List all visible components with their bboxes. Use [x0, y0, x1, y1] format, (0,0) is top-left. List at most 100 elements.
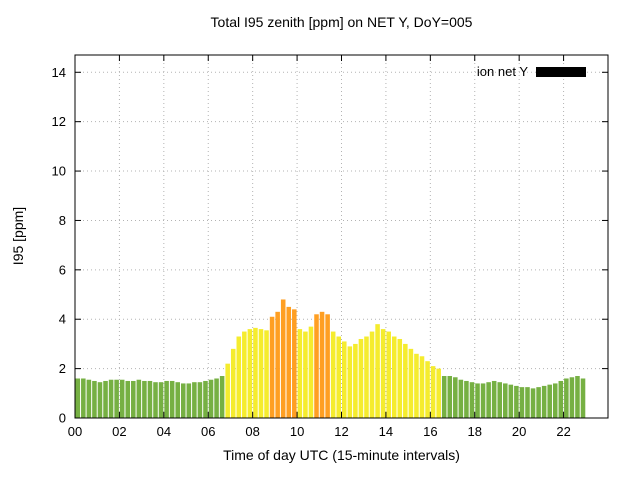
- bar: [253, 327, 258, 418]
- bar: [164, 380, 169, 418]
- bar: [558, 380, 564, 418]
- bar: [330, 331, 336, 418]
- bar: [519, 387, 525, 418]
- bar: [114, 379, 119, 418]
- bar: [303, 331, 308, 418]
- bar: [486, 382, 491, 418]
- bar: [425, 361, 430, 418]
- bar: [236, 336, 242, 418]
- y-tick-label: 2: [59, 361, 66, 376]
- bar: [503, 383, 508, 418]
- bar: [92, 380, 97, 418]
- bar: [458, 379, 464, 418]
- bar: [208, 379, 214, 418]
- bar: [552, 383, 558, 418]
- x-tick-label: 16: [423, 424, 437, 439]
- bar: [403, 343, 408, 418]
- bar: [408, 348, 414, 418]
- bar: [97, 382, 103, 418]
- bar: [136, 379, 142, 418]
- x-tick-label: 22: [556, 424, 570, 439]
- bar: [491, 380, 497, 418]
- bar: [292, 309, 297, 418]
- bar: [430, 366, 436, 418]
- bar: [336, 336, 341, 418]
- bar: [530, 388, 536, 418]
- legend-label: ion net Y: [477, 64, 528, 79]
- bar: [275, 311, 280, 418]
- bar: [247, 329, 253, 418]
- bar: [225, 363, 230, 418]
- x-tick-label: 20: [512, 424, 526, 439]
- bar: [230, 348, 236, 418]
- y-tick-label: 8: [59, 213, 66, 228]
- bar: [175, 382, 180, 418]
- y-tick-label: 10: [52, 164, 66, 179]
- bar: [536, 387, 541, 418]
- bar: [447, 376, 453, 418]
- bar: [475, 383, 480, 418]
- bar: [453, 377, 458, 418]
- x-tick-label: 06: [201, 424, 215, 439]
- bar: [169, 380, 175, 418]
- bar: [197, 382, 203, 418]
- bar: [280, 299, 286, 418]
- bar: [580, 378, 586, 418]
- y-tick-label: 0: [59, 411, 66, 426]
- bar: [297, 329, 303, 418]
- bar: [436, 368, 441, 418]
- y-tick-label: 6: [59, 262, 66, 277]
- bar: [419, 356, 425, 418]
- x-tick-label: 08: [245, 424, 259, 439]
- bar: [342, 341, 347, 418]
- y-tick-label: 4: [59, 312, 66, 327]
- bar: [108, 379, 114, 418]
- legend-swatch: [536, 67, 586, 77]
- bar: [347, 346, 353, 418]
- bar: [514, 385, 519, 418]
- bar: [153, 382, 158, 418]
- x-tick-label: 04: [157, 424, 171, 439]
- y-axis-label: I95 [ppm]: [10, 206, 26, 266]
- bar: [203, 380, 208, 418]
- bar: [353, 343, 358, 418]
- bar: [81, 378, 86, 418]
- bar: [386, 331, 391, 418]
- bar: [119, 379, 125, 418]
- bar: [131, 380, 136, 418]
- bar: [103, 380, 108, 418]
- bar: [497, 382, 503, 418]
- bar: [219, 376, 225, 418]
- bar: [242, 331, 247, 418]
- bar: [314, 314, 319, 418]
- bar: [464, 380, 469, 418]
- bar: [192, 382, 197, 418]
- bar: [375, 324, 380, 418]
- bar: [258, 329, 264, 418]
- bar: [147, 380, 153, 418]
- bar: [469, 382, 475, 418]
- bar: [158, 382, 164, 418]
- bar: [391, 336, 397, 418]
- bar: [414, 353, 419, 418]
- bar: [186, 383, 192, 418]
- bar: [86, 379, 92, 418]
- bar: [525, 387, 530, 418]
- bar: [575, 376, 580, 418]
- x-tick-label: 14: [379, 424, 393, 439]
- x-tick-label: 02: [112, 424, 126, 439]
- bar: [564, 378, 569, 418]
- x-tick-label: 18: [468, 424, 482, 439]
- bar: [547, 384, 552, 418]
- bar: [369, 331, 375, 418]
- bar: [286, 306, 292, 418]
- bar: [358, 338, 364, 418]
- x-tick-label: 10: [290, 424, 304, 439]
- bar: [480, 383, 486, 418]
- y-tick-label: 14: [52, 65, 66, 80]
- bar: [180, 383, 186, 418]
- chart-title: Total I95 zenith [ppm] on NET Y, DoY=005: [210, 14, 473, 30]
- bar: [441, 376, 447, 418]
